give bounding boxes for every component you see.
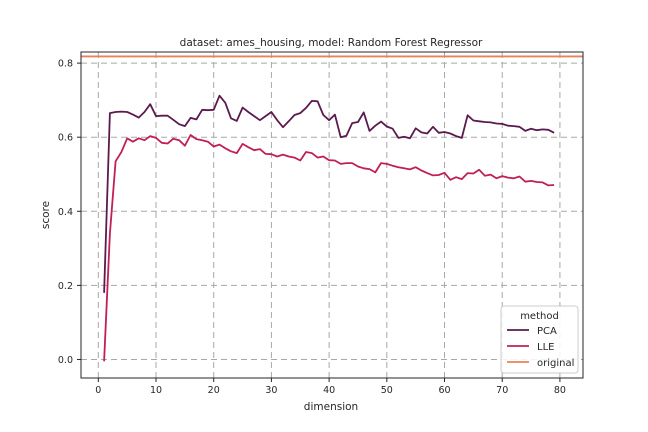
- x-axis-ticks: 0 10 20 30 40 50 60 70 80: [95, 378, 566, 396]
- chart-title: dataset: ames_housing, model: Random For…: [180, 37, 483, 49]
- plot-frame: [80, 51, 584, 379]
- y-tick-label: 0.0: [58, 355, 73, 366]
- legend-title: method: [520, 311, 559, 322]
- legend-label-lle: LLE: [537, 342, 554, 353]
- x-tick-label: 10: [150, 385, 162, 396]
- x-tick-label: 40: [323, 385, 335, 396]
- legend-label-pca: PCA: [537, 326, 557, 337]
- x-axis-label: dimension: [304, 401, 358, 413]
- series-line-pca: [103, 94, 555, 293]
- legend-label-original: original: [537, 358, 574, 369]
- x-tick-label: 60: [438, 385, 450, 396]
- x-tick-label: 70: [496, 385, 508, 396]
- y-tick-label: 0.2: [58, 281, 73, 292]
- y-tick-label: 0.4: [58, 207, 73, 218]
- plot-area: [81, 52, 583, 378]
- y-axis-label: score: [40, 201, 52, 229]
- x-tick-label: 50: [381, 385, 393, 396]
- y-tick-label: 0.8: [58, 59, 73, 70]
- y-axis-ticks: 0.0 0.2 0.4 0.6 0.8: [58, 59, 81, 366]
- x-tick-label: 0: [95, 385, 101, 396]
- series-line-lle: [103, 134, 555, 362]
- x-tick-label: 20: [208, 385, 220, 396]
- legend: method PCA LLE original: [500, 305, 579, 374]
- grid: [81, 52, 583, 378]
- x-tick-label: 80: [554, 385, 566, 396]
- legend-box: [500, 305, 579, 374]
- y-tick-label: 0.6: [58, 133, 73, 144]
- x-tick-label: 30: [265, 385, 277, 396]
- series-lines: [81, 55, 583, 362]
